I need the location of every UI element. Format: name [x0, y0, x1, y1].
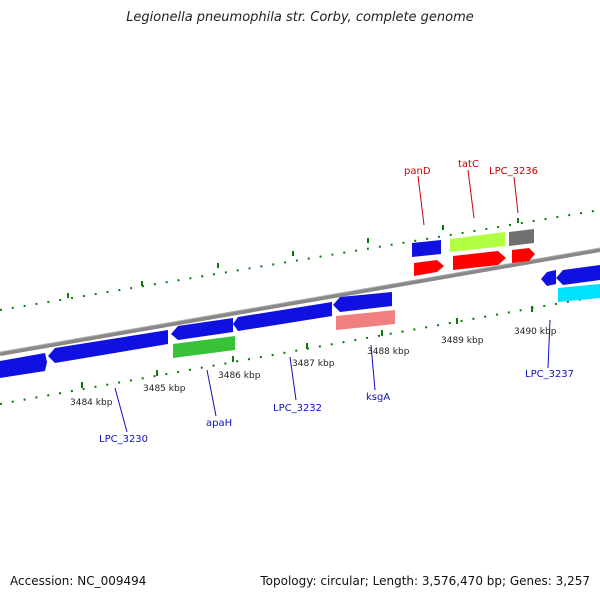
gene-feature[interactable]	[541, 270, 556, 286]
gene-label-lpc3232[interactable]: LPC_3232	[273, 403, 322, 414]
genome-summary-text: Topology: circular; Length: 3,576,470 bp…	[260, 574, 590, 588]
gene-feature-cyan[interactable]	[558, 284, 600, 302]
reverse-strand-features	[0, 240, 600, 378]
tick-label: 3490 kbp	[514, 327, 557, 337]
gene-feature-lpc3236-band[interactable]	[509, 229, 534, 246]
gene-feature-tatc-band[interactable]	[450, 232, 505, 252]
outer-major-ticks	[67, 218, 519, 298]
map-title: Legionella pneumophila str. Corby, compl…	[126, 10, 474, 25]
forward-strand-features	[173, 284, 600, 358]
gene-label-lpc3237[interactable]: LPC_3237	[525, 369, 574, 380]
gene-feature-apah[interactable]	[173, 336, 235, 358]
outer-tick-track	[0, 209, 600, 311]
gene-label-tatc[interactable]: tatC	[458, 159, 479, 170]
tick-label: 3484 kbp	[70, 398, 113, 408]
gene-feature-pand-partner[interactable]	[412, 240, 441, 257]
gene-feature[interactable]	[171, 318, 233, 340]
gene-label-apah[interactable]: apaH	[206, 418, 232, 429]
tick-label: 3488 kbp	[367, 347, 410, 357]
genome-backbone	[0, 248, 600, 356]
gene-feature-ksga[interactable]	[336, 310, 395, 330]
gene-feature-tatc[interactable]	[453, 251, 506, 270]
gene-feature-lpc3236[interactable]	[512, 248, 535, 263]
tick-label: 3486 kbp	[218, 371, 261, 381]
tick-label: 3487 kbp	[292, 359, 335, 369]
gene-label-ksga[interactable]: ksgA	[366, 392, 390, 403]
upper-right-cluster	[414, 229, 535, 276]
gene-feature-pand[interactable]	[414, 260, 444, 276]
gene-feature-lpc3230[interactable]	[48, 330, 168, 363]
gene-labels: LPC_3230 apaH LPC_3232 ksgA panD tatC LP…	[99, 159, 574, 445]
gene-feature[interactable]	[333, 292, 392, 312]
gene-feature[interactable]	[0, 353, 47, 378]
tick-label: 3485 kbp	[143, 384, 186, 394]
scale-labels: 3484 kbp 3485 kbp 3486 kbp 3487 kbp 3488…	[70, 327, 557, 408]
gene-label-lpc3236[interactable]: LPC_3236	[489, 166, 538, 177]
tick-label: 3489 kbp	[441, 336, 484, 346]
accession-text: Accession: NC_009494	[10, 574, 147, 588]
gene-feature-lpc3237[interactable]	[556, 265, 600, 285]
gene-label-lpc3230[interactable]: LPC_3230	[99, 434, 148, 445]
label-leaders	[114, 169, 551, 433]
gene-label-pand[interactable]: panD	[404, 166, 431, 177]
inner-major-ticks	[81, 306, 533, 388]
gene-feature-lpc3232[interactable]	[233, 302, 332, 331]
